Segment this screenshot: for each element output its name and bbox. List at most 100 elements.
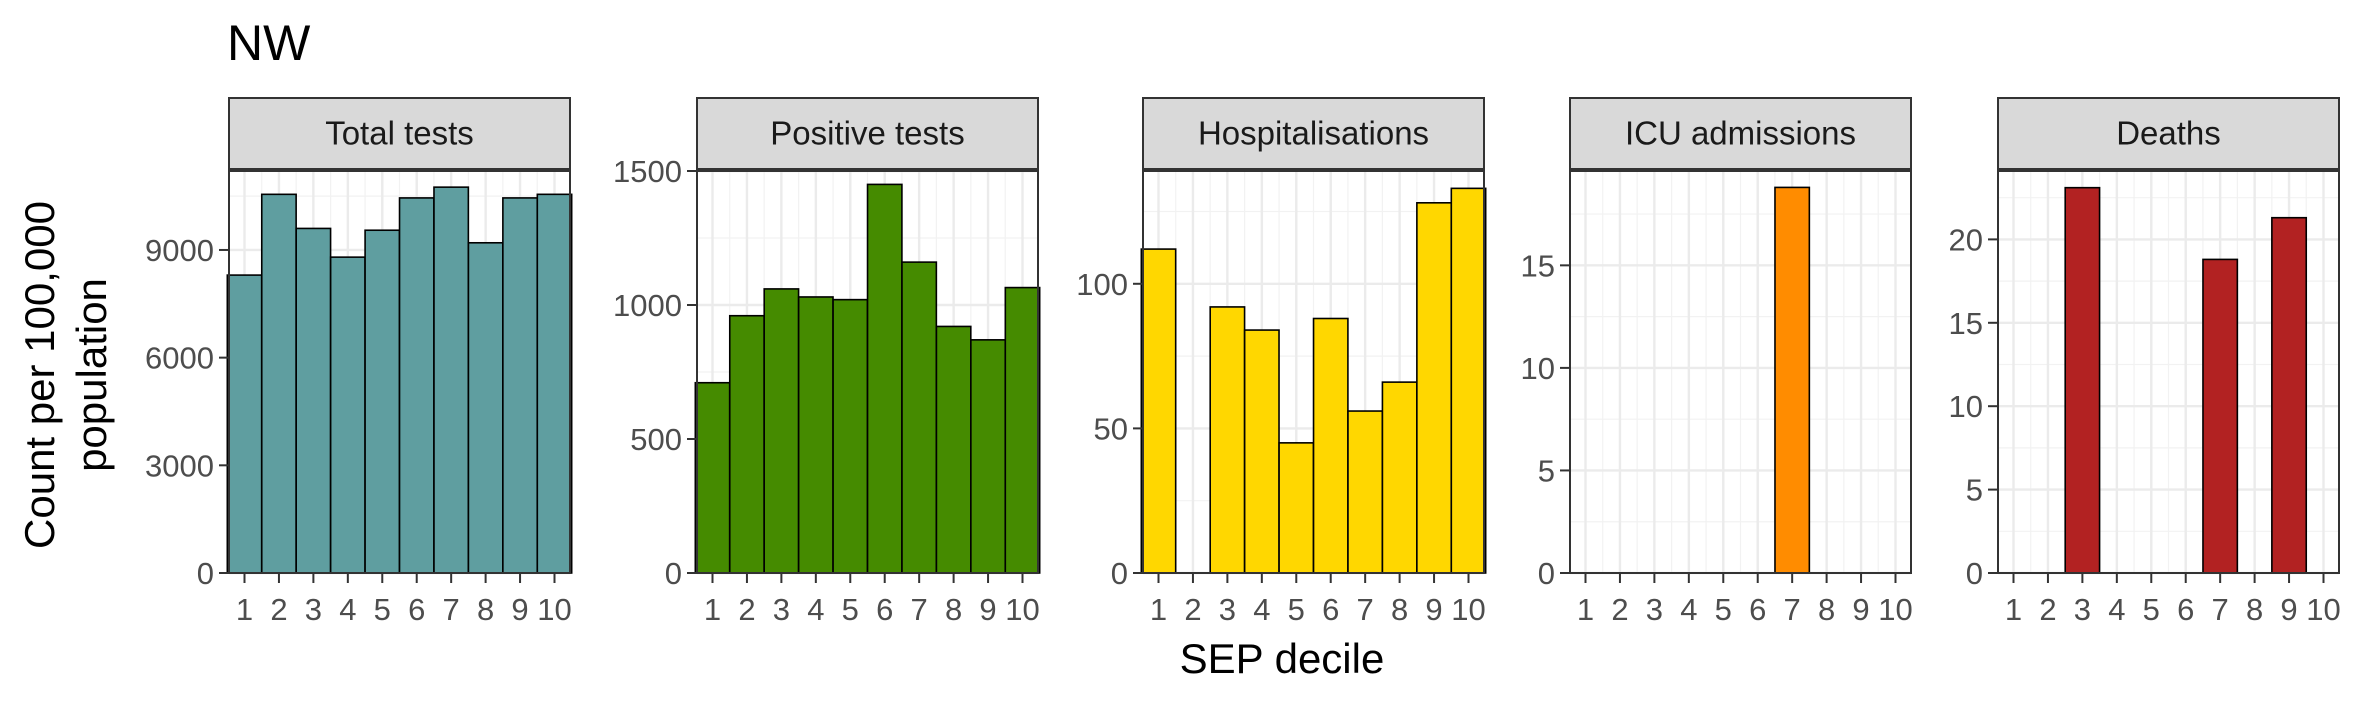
- x-tick-label: 1: [1577, 592, 1594, 627]
- x-tick-label: 9: [1852, 592, 1869, 627]
- strip-icu-admissions: [1569, 97, 1912, 170]
- bar-hospitalisations-decile-8: [1381, 381, 1418, 574]
- panel-border: [1997, 170, 2340, 574]
- strip-positive-tests: [696, 97, 1039, 170]
- bar-hospitalisations-decile-1: [1140, 248, 1177, 574]
- x-tick-label: 9: [1425, 592, 1442, 627]
- x-tick-label: 8: [945, 592, 962, 627]
- y-tick-label: 1000: [613, 288, 682, 323]
- bar-hospitalisations-decile-10: [1450, 187, 1487, 574]
- x-tick-label: 2: [738, 592, 755, 627]
- bar-hospitalisations-decile-9: [1416, 202, 1453, 574]
- y-tick-label: 15: [1521, 248, 1555, 283]
- y-tick-label: 100: [1076, 267, 1128, 302]
- y-tick-label: 500: [630, 422, 682, 457]
- bar-deaths-decile-7: [2202, 258, 2239, 574]
- bar-total-tests-decile-2: [260, 193, 297, 574]
- x-tick-label: 2: [1611, 592, 1628, 627]
- x-tick-label: 3: [305, 592, 322, 627]
- x-tick-label: 8: [1391, 592, 1408, 627]
- y-tick-label: 6000: [145, 341, 214, 376]
- y-axis-title-line-1: Count per 100,000: [16, 201, 63, 549]
- x-tick-label: 3: [773, 592, 790, 627]
- x-tick-label: 7: [1784, 592, 1801, 627]
- strip-label-deaths: Deaths: [2116, 115, 2221, 152]
- panel-border: [1569, 170, 1912, 574]
- bar-hospitalisations-decile-6: [1312, 317, 1349, 574]
- x-tick-label: 7: [1357, 592, 1374, 627]
- x-tick-label: 1: [1150, 592, 1167, 627]
- x-tick-label: 4: [339, 592, 356, 627]
- y-tick-label: 0: [1111, 556, 1128, 591]
- bar-positive-tests-decile-8: [935, 325, 972, 574]
- bar-positive-tests-decile-9: [970, 339, 1007, 574]
- x-tick-label: 5: [842, 592, 859, 627]
- bar-hospitalisations-decile-5: [1278, 442, 1315, 574]
- x-tick-label: 4: [1680, 592, 1697, 627]
- x-tick-label: 7: [2212, 592, 2229, 627]
- x-tick-label: 2: [270, 592, 287, 627]
- x-tick-label: 10: [1878, 592, 1912, 627]
- strip-label-total-tests: Total tests: [325, 115, 474, 152]
- bar-hospitalisations-decile-3: [1209, 306, 1246, 574]
- x-tick-label: 1: [2005, 592, 2022, 627]
- y-tick-label: 3000: [145, 448, 214, 483]
- bar-hospitalisations-decile-4: [1243, 329, 1280, 574]
- bar-positive-tests-decile-3: [763, 288, 800, 574]
- y-tick-label: 0: [1538, 556, 1555, 591]
- bar-positive-tests-decile-10: [1004, 286, 1041, 574]
- bar-positive-tests-decile-4: [797, 296, 834, 574]
- bar-total-tests-decile-7: [433, 186, 470, 574]
- bar-total-tests-decile-9: [502, 197, 539, 574]
- bar-total-tests-decile-5: [364, 229, 401, 574]
- panel-hospitalisations: Hospitalisations 0 50 100 1 2 3 4 5 6 7 8 9 10: [1076, 97, 1487, 627]
- y-tick-label: 10: [1521, 351, 1555, 386]
- y-tick-label: 10: [1949, 389, 1983, 424]
- x-tick-label: 8: [477, 592, 494, 627]
- x-tick-label: 3: [1646, 592, 1663, 627]
- y-tick-label: 9000: [145, 233, 214, 268]
- x-tick-label: 1: [236, 592, 253, 627]
- x-tick-label: 7: [443, 592, 460, 627]
- x-tick-label: 3: [1219, 592, 1236, 627]
- bar-total-tests-decile-6: [398, 197, 435, 574]
- y-tick-label: 5: [1538, 453, 1555, 488]
- x-tick-label: 5: [374, 592, 391, 627]
- strip-label-positive-tests: Positive tests: [770, 115, 964, 152]
- x-axis-title: SEP decile: [1180, 635, 1385, 682]
- chart-title: NW: [227, 15, 311, 71]
- panel-border: [696, 170, 1039, 574]
- x-tick-label: 4: [807, 592, 824, 627]
- x-tick-label: 6: [876, 592, 893, 627]
- bar-deaths-decile-9: [2271, 216, 2308, 574]
- bar-positive-tests-decile-7: [901, 261, 938, 574]
- x-tick-label: 6: [408, 592, 425, 627]
- y-axis-title-line-2: population: [68, 278, 115, 472]
- y-tick-label: 20: [1949, 222, 1983, 257]
- x-tick-label: 9: [979, 592, 996, 627]
- x-tick-label: 10: [1005, 592, 1039, 627]
- panel-total-tests: Total tests 0 3000 6000 9000 1 2 3 4 5 6 7 8 9 10: [145, 97, 573, 627]
- x-tick-label: 2: [2039, 592, 2056, 627]
- bar-positive-tests-decile-6: [866, 183, 903, 574]
- y-tick-label: 1500: [613, 154, 682, 189]
- x-tick-label: 8: [1818, 592, 1835, 627]
- strip-hospitalisations: [1142, 97, 1485, 170]
- x-tick-label: 6: [1322, 592, 1339, 627]
- strip-total-tests: [228, 97, 571, 170]
- x-tick-label: 8: [2246, 592, 2263, 627]
- y-tick-label: 0: [665, 556, 682, 591]
- bar-total-tests-decile-4: [329, 256, 366, 574]
- y-tick-label: 50: [1094, 411, 1128, 446]
- y-tick-label: 5: [1966, 473, 1983, 508]
- x-tick-label: 9: [511, 592, 528, 627]
- x-tick-label: 2: [1184, 592, 1201, 627]
- bar-positive-tests-decile-1: [694, 381, 731, 574]
- x-tick-label: 10: [1451, 592, 1485, 627]
- panel-positive-tests: Positive tests 0 500 1000 1500 1 2 3 4 5 6 7 8 9 10: [613, 97, 1041, 627]
- x-tick-label: 6: [2177, 592, 2194, 627]
